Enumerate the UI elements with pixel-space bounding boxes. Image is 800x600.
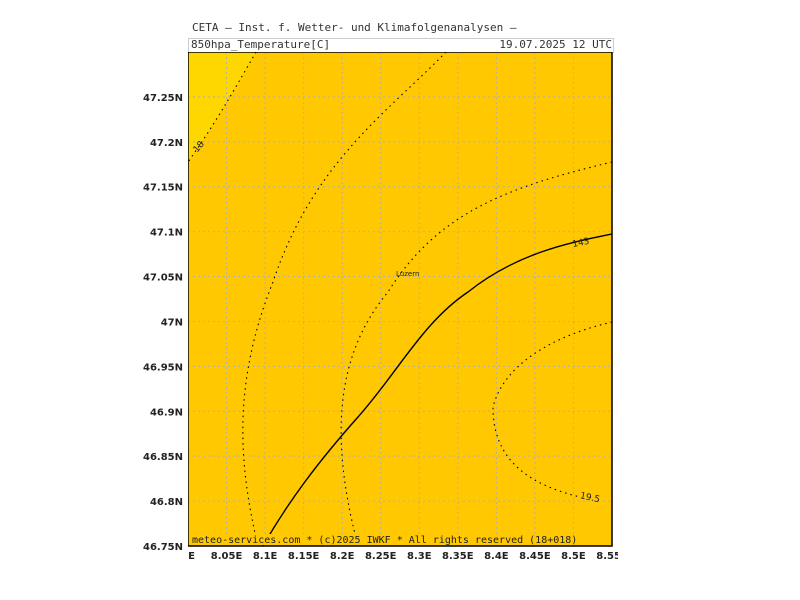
footer-strip: [189, 534, 611, 545]
lat-tick-label: 46.85N: [143, 452, 183, 463]
lon-tick-label: 8.4E: [484, 551, 509, 562]
contour-label: 19.5: [579, 491, 601, 505]
lon-tick-label: 8.55E: [596, 551, 618, 562]
graticule: [188, 52, 612, 546]
lat-tick-label: 46.9N: [150, 407, 183, 418]
lon-tick-label: 8.3E: [407, 551, 432, 562]
contour-label: 143: [572, 237, 591, 250]
lon-tick-label: 8E: [188, 551, 195, 562]
parameter-label: 850hpa_Temperature[C]: [191, 38, 331, 51]
warm-region: [188, 52, 256, 162]
lon-tick-label: 8.05E: [211, 551, 243, 562]
lon-tick-label: 8.35E: [442, 551, 474, 562]
isotherm-solid-line: [262, 233, 613, 547]
lon-tick-label: 8.25E: [365, 551, 397, 562]
lat-tick-label: 47.15N: [143, 183, 183, 194]
latitude-axis: 46.75N 46.8N 46.85N 46.9N 46.95N 47N 47.05N 47.…: [143, 93, 183, 553]
temperature-map: 18 19.5 143 Luzern meteo-services.com * …: [188, 52, 618, 562]
lat-tick-label: 47.1N: [150, 228, 183, 239]
city-label-luzern: Luzern: [396, 270, 419, 278]
lon-tick-label: 8.2E: [330, 551, 355, 562]
lat-tick-label: 47.2N: [150, 138, 183, 149]
chart-title: CETA — Inst. f. Wetter- und Klimafolgena…: [192, 21, 517, 34]
valid-time: 19.07.2025 12 UTC: [499, 38, 612, 51]
lon-tick-label: 8.5E: [561, 551, 586, 562]
lat-tick-label: 46.75N: [143, 542, 183, 553]
lat-tick-label: 46.8N: [150, 497, 183, 508]
lat-tick-label: 47N: [161, 317, 183, 328]
lat-tick-label: 47.25N: [143, 93, 183, 104]
lat-tick-label: 46.95N: [143, 362, 183, 373]
longitude-axis: 8E 8.05E 8.1E 8.15E 8.2E 8.25E 8.3E 8.35E 8.4E 8.…: [188, 551, 618, 562]
lon-tick-label: 8.15E: [288, 551, 320, 562]
map-frame: [188, 52, 613, 547]
copyright-text: meteo-services.com * (c)2025 IWKF * All …: [192, 535, 577, 546]
lat-tick-label: 47.05N: [143, 273, 183, 284]
map-background: [188, 52, 612, 546]
subtitle-bar: [188, 38, 614, 53]
lon-tick-label: 8.1E: [253, 551, 278, 562]
latitude-axis-panel: 46.75N 46.8N 46.85N 46.9N 46.95N 47N 47.05N 47.…: [143, 93, 183, 553]
isotherm-line: [492, 321, 613, 498]
lon-tick-label: 8.45E: [519, 551, 551, 562]
